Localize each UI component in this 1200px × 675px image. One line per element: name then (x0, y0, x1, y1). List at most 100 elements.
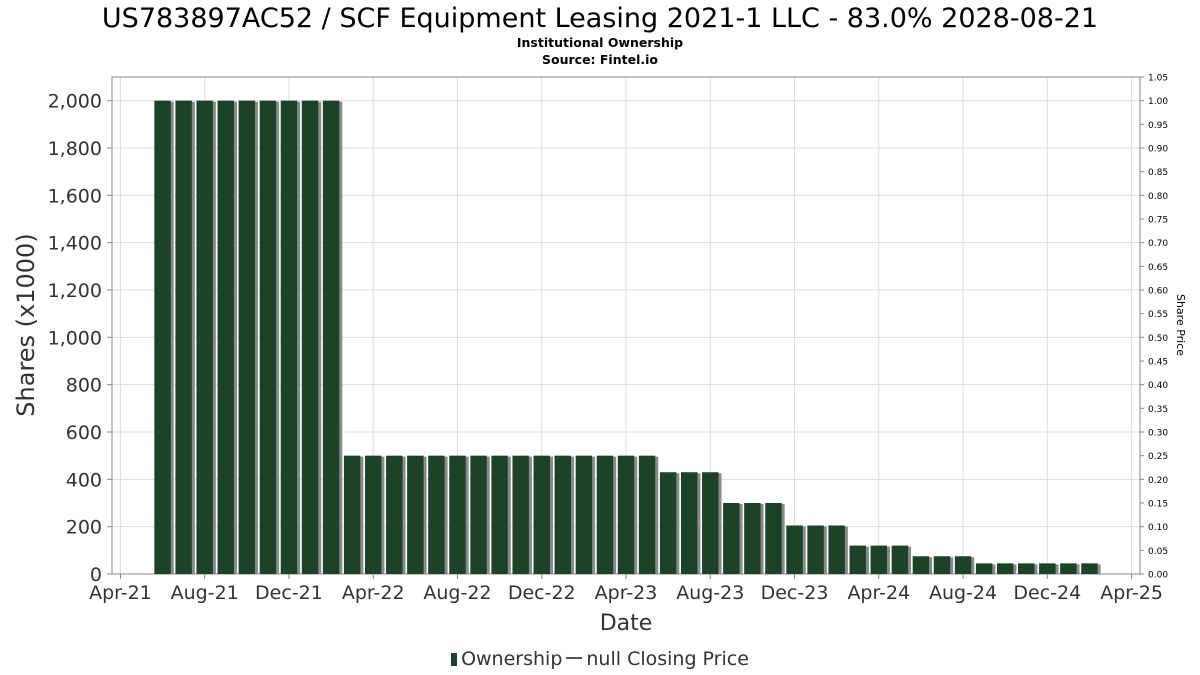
y2-tick-label: 0.35 (1148, 405, 1168, 415)
ownership-bar (659, 472, 677, 574)
y2-tick-label: 0.00 (1148, 571, 1168, 581)
y2-tick-label: 1.00 (1148, 97, 1168, 107)
ownership-bar (617, 455, 635, 574)
ownership-bar (259, 100, 277, 575)
x-tick-label: Aug-24 (929, 582, 997, 604)
ownership-bar (933, 556, 951, 574)
y2-tick-label: 0.05 (1148, 547, 1168, 557)
y-axis-title: Shares (x1000) (12, 233, 40, 416)
ownership-bar (154, 100, 171, 575)
x-tick-label: Dec-24 (1013, 582, 1081, 604)
axes-layer: 0 200 400 600 800 1,000 1,200 1,400 1,600 1,800 2,… (48, 74, 1169, 605)
y-tick-label: 1,600 (48, 185, 102, 207)
ownership-bar (343, 455, 361, 574)
x-tick-label: Apr-24 (847, 582, 910, 604)
ownership-bar (765, 503, 782, 574)
ownership-bar (596, 455, 614, 574)
y2-tick-label: 0.30 (1148, 429, 1168, 439)
ownership-bar (996, 563, 1014, 574)
ownership-bar (364, 455, 382, 574)
y2-tick-label: 0.20 (1148, 476, 1168, 486)
ownership-bar (723, 503, 740, 574)
y-tick-label: 600 (66, 422, 102, 444)
ownership-bar (870, 545, 888, 574)
ownership-bar (744, 503, 761, 574)
chart-source: Source: Fintel.io (542, 52, 658, 67)
x-tick-label: Aug-23 (676, 582, 744, 604)
y-tick-label: 0 (90, 564, 102, 586)
x-tick-label: Apr-22 (342, 582, 405, 604)
y2-tick-label: 0.10 (1148, 523, 1168, 533)
y2-tick-label: 0.50 (1148, 334, 1168, 344)
y2-tick-label: 0.95 (1148, 121, 1168, 131)
ownership-bar (512, 455, 529, 574)
ownership-bar (975, 563, 993, 574)
y-tick-label: 2,000 (48, 91, 102, 113)
ownership-bar (533, 455, 550, 574)
y2-tick-label: 0.25 (1148, 452, 1168, 462)
ownership-bar (386, 455, 403, 574)
ownership-bar (301, 100, 319, 575)
y-tick-label: 1,200 (48, 280, 102, 302)
legend: Ownership null Closing Price (0, 647, 1200, 671)
ownership-bar (680, 472, 698, 574)
y-tick-label: 200 (66, 517, 102, 539)
chart-title: US783897AC52 / SCF Equipment Leasing 202… (101, 3, 1099, 34)
ownership-bar (554, 455, 572, 574)
y2-tick-label: 0.15 (1148, 500, 1168, 510)
ownership-bar (238, 100, 256, 575)
y2-tick-label: 0.45 (1148, 358, 1168, 368)
y2-tick-label: 0.70 (1148, 239, 1168, 249)
ownership-bar (322, 100, 340, 575)
ownership-bar (849, 545, 866, 574)
ownership-bar (807, 525, 824, 574)
bars-layer (154, 100, 1101, 575)
x-tick-label: Dec-21 (255, 582, 323, 604)
ownership-bar (702, 472, 719, 574)
ownership-bar (1081, 563, 1098, 574)
price-legend-label: null Closing Price (586, 648, 749, 670)
ownership-bar (954, 556, 972, 574)
ownership-bar (575, 455, 593, 574)
y2-tick-label: 0.40 (1148, 381, 1168, 391)
x-tick-label: Apr-25 (1100, 582, 1163, 604)
ownership-bar (638, 455, 656, 574)
y2-tick-label: 0.75 (1148, 216, 1168, 226)
ownership-bar (828, 525, 845, 574)
y2-tick-label: 0.65 (1148, 263, 1168, 273)
ownership-bar (912, 556, 930, 574)
x-tick-label: Dec-22 (508, 582, 576, 604)
x-tick-label: Aug-21 (171, 582, 239, 604)
y2-tick-label: 0.55 (1148, 310, 1168, 320)
ownership-bar (786, 525, 803, 574)
ownership-legend-swatch (451, 653, 458, 666)
ownership-bar (1018, 563, 1035, 574)
x-tick-label: Dec-23 (761, 582, 829, 604)
ownership-bar (491, 455, 508, 574)
y2-tick-label: 0.90 (1148, 145, 1168, 155)
y2-tick-label: 0.85 (1148, 168, 1168, 178)
ownership-bar (891, 545, 909, 574)
chart-subtitle: Institutional Ownership (516, 35, 684, 50)
y2-axis-title: Share Price (1174, 294, 1187, 356)
price-legend-line (566, 657, 583, 659)
ownership-legend-label: Ownership (461, 648, 563, 670)
x-tick-label: Apr-21 (89, 582, 152, 604)
y2-tick-label: 0.60 (1148, 287, 1168, 297)
y-tick-label: 1,000 (48, 327, 102, 349)
y2-tick-label: 1.05 (1148, 74, 1168, 84)
x-tick-label: Apr-23 (595, 582, 658, 604)
x-axis-title: Date (600, 611, 653, 636)
ownership-bar (470, 455, 487, 574)
y-tick-label: 1,400 (48, 233, 102, 255)
x-tick-label: Aug-22 (423, 582, 491, 604)
y-tick-label: 1,800 (48, 138, 102, 160)
ownership-bar (407, 455, 424, 574)
ownership-bar (196, 100, 213, 575)
y-tick-label: 800 (66, 375, 102, 397)
ownership-bar (217, 100, 234, 575)
ownership-bar (449, 455, 466, 574)
y-tick-label: 400 (66, 469, 102, 491)
ownership-bar (280, 100, 298, 575)
